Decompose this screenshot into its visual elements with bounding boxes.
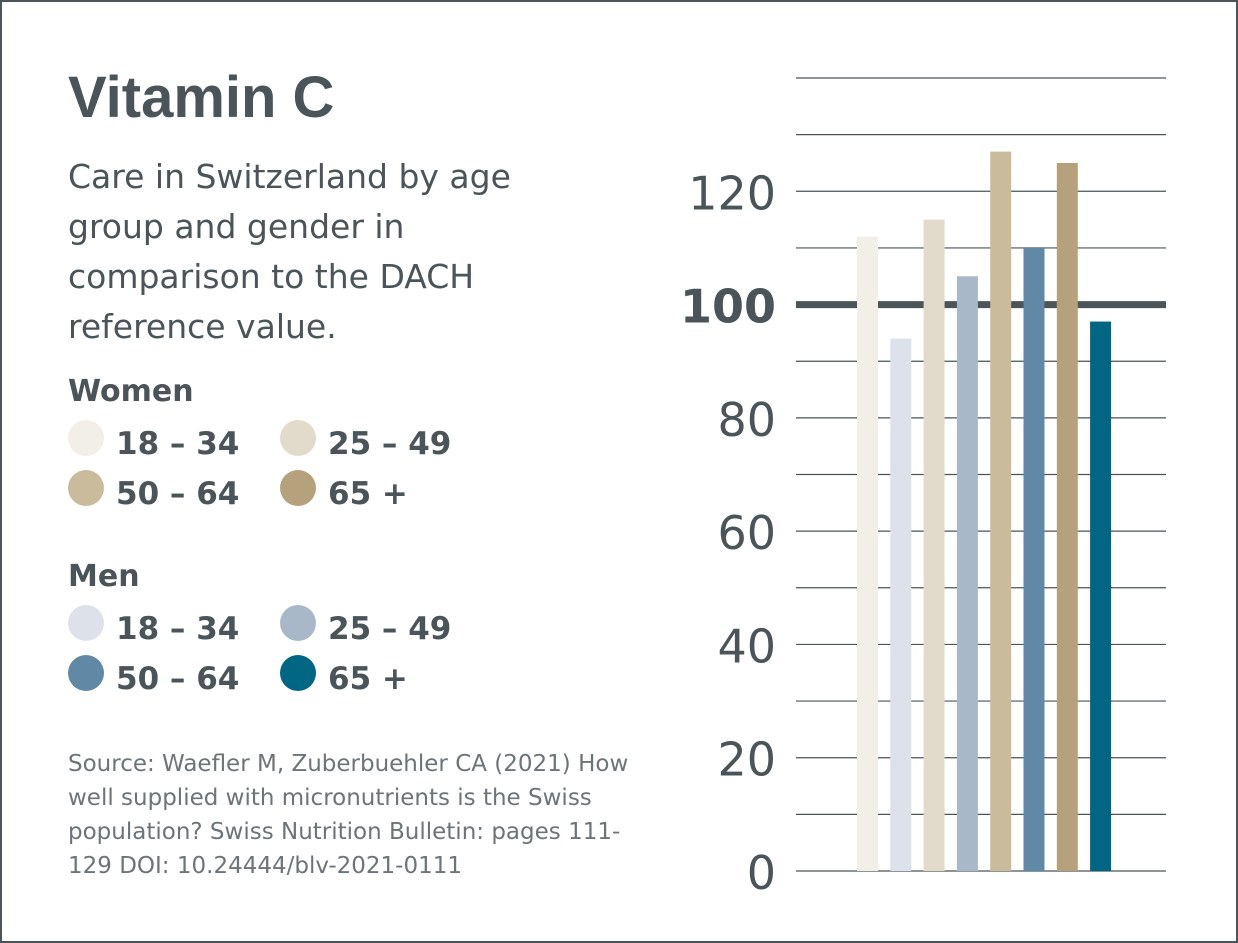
- bar: [923, 219, 945, 871]
- legend-men-65-plus: 65 +: [280, 655, 408, 699]
- legend-label: 18 – 34: [116, 611, 240, 647]
- legend-swatch-icon: [280, 470, 316, 506]
- legend-swatch-icon: [280, 605, 316, 641]
- chart-title: Vitamin C: [68, 65, 335, 130]
- tick-label: 80: [717, 393, 776, 447]
- legend-women-50-64: 50 – 64: [68, 470, 240, 514]
- bar: [1056, 162, 1078, 871]
- bar: [1023, 247, 1045, 871]
- legend-label: 18 – 34: [116, 426, 240, 462]
- legend-label: 50 – 64: [116, 476, 240, 512]
- bar: [990, 151, 1012, 871]
- legend-swatch-icon: [280, 420, 316, 456]
- legend-women-65-plus: 65 +: [280, 470, 408, 514]
- legend-swatch-icon: [280, 655, 316, 691]
- legend-men-50-64: 50 – 64: [68, 655, 240, 699]
- tick-label-reference: 100: [680, 280, 776, 334]
- bar: [890, 338, 912, 871]
- chart-subtitle: Care in Switzerland by age group and gen…: [68, 157, 511, 346]
- legend-swatch-icon: [68, 655, 104, 691]
- legend-men-title: Men: [68, 559, 140, 594]
- legend-swatch-icon: [68, 605, 104, 641]
- legend-men-18-34: 18 – 34: [68, 605, 240, 649]
- bar: [857, 236, 878, 872]
- bar: [956, 276, 978, 871]
- source-citation: Source: Waefler M, Zuberbuehler CA (2021…: [68, 751, 629, 879]
- legend-women-25-49: 25 – 49: [280, 420, 452, 464]
- legend-label: 65 +: [328, 661, 408, 697]
- legend-swatch-icon: [68, 420, 104, 456]
- legend-label: 25 – 49: [328, 426, 452, 462]
- tick-label: 40: [717, 619, 776, 673]
- tick-label: 120: [688, 166, 776, 220]
- legend-women-title: Women: [68, 374, 194, 409]
- legend-women-18-34: 18 – 34: [68, 420, 240, 464]
- legend-label: 50 – 64: [116, 661, 240, 697]
- legend-men-25-49: 25 – 49: [280, 605, 452, 649]
- legend-label: 65 +: [328, 476, 408, 512]
- legend-swatch-icon: [68, 470, 104, 506]
- legend-label: 25 – 49: [328, 611, 452, 647]
- bar: [1090, 321, 1112, 871]
- tick-label: 60: [717, 506, 776, 560]
- tick-label: 20: [717, 733, 776, 787]
- tick-label: 0: [747, 846, 776, 900]
